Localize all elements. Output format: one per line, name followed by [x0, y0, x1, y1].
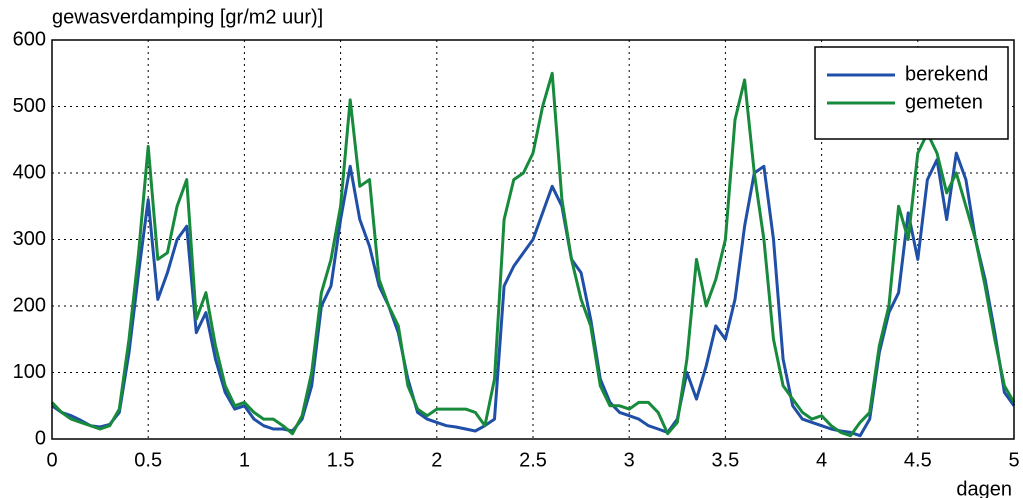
x-tick-label: 1 [239, 449, 250, 471]
data-line [51, 151, 1016, 438]
y-tick-label: 400 [13, 161, 46, 183]
x-tick-label: 3.5 [711, 449, 739, 471]
x-axis-label: dagen [956, 478, 1012, 498]
y-tick-label: 500 [13, 95, 46, 117]
x-tick-label: 2 [431, 449, 442, 471]
y-tick-label: 600 [13, 28, 46, 50]
plot-frame [51, 39, 1015, 440]
x-tick-label: 1.5 [327, 449, 355, 471]
legend-label: berekend [905, 63, 988, 85]
x-tick-label: 4.5 [904, 449, 932, 471]
x-tick-label: 0 [46, 449, 57, 471]
legend-box [814, 46, 1009, 140]
x-tick-label: 5 [1008, 449, 1019, 471]
y-tick-label: 100 [13, 361, 46, 383]
y-tick-label: 300 [13, 228, 46, 250]
chart-title: gewasverdamping [gr/m2 uur)] [52, 6, 323, 28]
y-tick-label: 0 [35, 427, 46, 449]
data-line [50, 71, 1016, 438]
legend-label: gemeten [905, 91, 983, 113]
y-tick-label: 200 [13, 294, 46, 316]
x-tick-label: 2.5 [519, 449, 547, 471]
x-tick-label: 4 [816, 449, 827, 471]
x-tick-label: 3 [624, 449, 635, 471]
x-tick-label: 0.5 [134, 449, 162, 471]
